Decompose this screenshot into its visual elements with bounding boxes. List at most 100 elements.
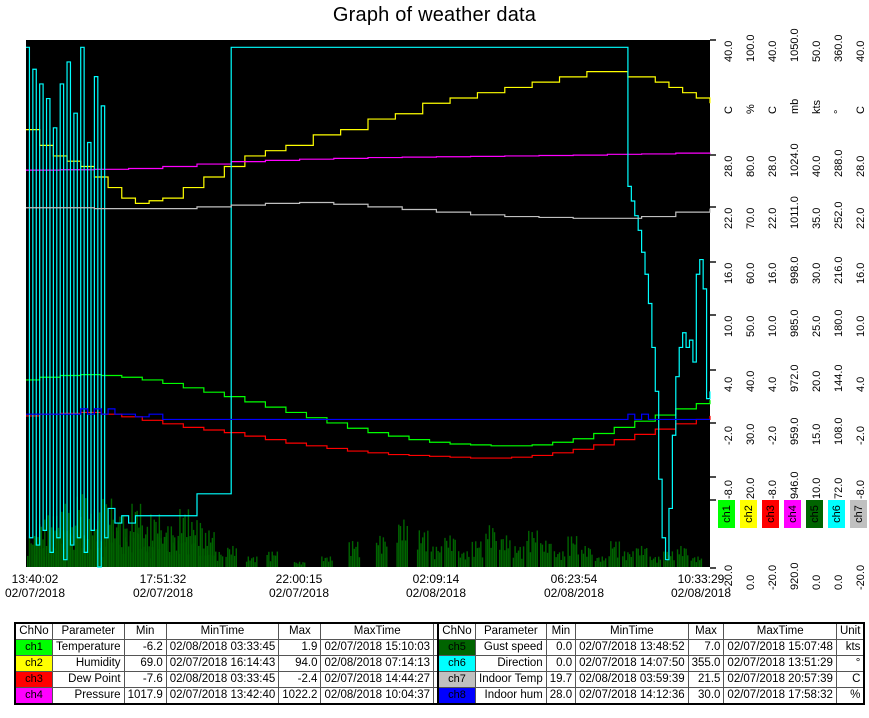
- x-tick: 02:09:14 02/08/2018: [381, 572, 491, 600]
- y-tick-ch5: 50.0: [811, 40, 823, 62]
- table-row[interactable]: ch4 Pressure 1017.9 02/07/2018 13:42:40 1022…: [14, 687, 462, 705]
- y-tick-ch1: 16.0: [723, 262, 735, 284]
- legend-swatch-ch4[interactable]: ch4: [784, 500, 801, 528]
- mintime-cell: 02/08/2018 03:33:45: [165, 671, 280, 688]
- unit-cell: °: [835, 655, 865, 672]
- legend-swatch-ch5[interactable]: ch5: [806, 500, 823, 528]
- x-tick-date: 02/08/2018: [670, 586, 732, 600]
- col-header: Min: [545, 622, 577, 640]
- table-row[interactable]: ch8 Indoor hum 28.0 02/07/2018 14:12:36 30.0…: [437, 687, 865, 705]
- y-unit-ch2: %: [745, 104, 757, 114]
- y-tick-ch2: 60.0: [745, 262, 757, 284]
- y-tick-ch2: 20.0: [745, 477, 757, 499]
- x-tick-time: 22:00:15: [275, 572, 323, 586]
- y-tick-ch3: 40.0: [767, 40, 779, 62]
- y-tick-ch2: 40.0: [745, 370, 757, 392]
- y-tick-ch2: 100.0: [745, 34, 757, 62]
- table-row[interactable]: ch5 Gust speed 0.0 02/07/2018 13:48:52 7.0 02…: [437, 639, 865, 656]
- legend-swatch-ch1[interactable]: ch1: [718, 500, 735, 528]
- y-tick-ch3: 28.0: [767, 155, 779, 177]
- y-tick-ch2: 50.0: [745, 315, 757, 337]
- min-cell: 0.0: [545, 639, 577, 656]
- y-tick-ch6: 108.0: [833, 417, 845, 445]
- x-tick-date: 02/07/2018: [268, 586, 330, 600]
- min-cell: 1017.9: [123, 687, 167, 705]
- min-cell: 28.0: [545, 687, 577, 705]
- series-ch1: [26, 374, 711, 447]
- min-cell: -6.2: [123, 639, 167, 656]
- y-tick-ch2: 30.0: [745, 423, 757, 445]
- chart-plot-area[interactable]: 40.0 28.0 22.0 16.0 10.0 4.0 -2.0 -8.0 -20.0 C 100…: [0, 28, 869, 590]
- maxtime-cell: 02/08/2018 07:14:13: [320, 655, 434, 672]
- x-tick: 13:40:02 02/07/2018: [0, 572, 90, 600]
- max-cell: 1.9: [278, 639, 322, 656]
- parameter-cell: Pressure: [52, 687, 125, 705]
- legend-label: ch4: [786, 505, 799, 523]
- mintime-cell: 02/08/2018 03:59:39: [575, 671, 689, 688]
- y-tick-ch1: 4.0: [723, 376, 735, 392]
- x-tick-date: 02/08/2018: [543, 586, 605, 600]
- table-row[interactable]: ch1 Temperature -6.2 02/08/2018 03:33:45 1.9…: [14, 639, 462, 656]
- parameter-cell: Indoor hum: [475, 687, 547, 705]
- parameter-cell: Direction: [475, 655, 547, 672]
- col-header: Unit: [835, 622, 865, 640]
- x-tick-date: 02/08/2018: [405, 586, 467, 600]
- legend-swatch-ch3[interactable]: ch3: [762, 500, 779, 528]
- y-tick-ch2: 80.0: [745, 155, 757, 177]
- col-header: Min: [123, 622, 167, 640]
- maxtime-cell: 02/07/2018 15:07:48: [723, 639, 837, 656]
- legend-label: ch1: [720, 505, 733, 523]
- table-row[interactable]: ch3 Dew Point -7.6 02/08/2018 03:33:45 -2.4 0…: [14, 671, 462, 688]
- x-tick-time: 06:23:54: [550, 572, 598, 586]
- legend-swatch-ch6[interactable]: ch6: [828, 500, 845, 528]
- y-tick-ch1: -2.0: [723, 426, 735, 445]
- parameter-cell: Gust speed: [475, 639, 547, 656]
- y-tick-ch7: 28.0: [855, 155, 867, 177]
- y-tick-ch5: 15.0: [811, 423, 823, 445]
- max-cell: 1022.2: [278, 687, 322, 705]
- series-ch5: [27, 494, 703, 567]
- y-tick-ch4: 1024.0: [789, 143, 801, 177]
- parameter-cell: Humidity: [52, 655, 125, 672]
- y-tick-ch4: 985.0: [789, 309, 801, 337]
- page-title: Graph of weather data: [332, 4, 537, 26]
- series-ch8: [26, 408, 710, 421]
- table-row[interactable]: ch2 Humidity 69.0 02/07/2018 16:14:43 94.0 02…: [14, 655, 462, 672]
- legend-label: ch6: [830, 505, 843, 523]
- maxtime-cell: 02/07/2018 20:57:39: [723, 671, 837, 688]
- parameter-cell: Indoor Temp: [475, 671, 547, 688]
- series-ch4: [26, 152, 711, 171]
- mintime-cell: 02/07/2018 13:48:52: [575, 639, 689, 656]
- unit-cell: kts: [835, 639, 865, 656]
- legend-swatch-ch2[interactable]: ch2: [740, 500, 757, 528]
- legend-swatch-ch7[interactable]: ch7: [850, 500, 867, 528]
- mintime-cell: 02/07/2018 14:12:36: [575, 687, 689, 705]
- min-cell: -7.6: [123, 671, 167, 688]
- x-tick-time: 10:33:29: [677, 572, 725, 586]
- y-tick-ch5: 25.0: [811, 315, 823, 337]
- y-tick-ch3: -8.0: [767, 480, 779, 499]
- col-header: MinTime: [575, 622, 689, 640]
- max-cell: 355.0: [687, 655, 725, 672]
- x-tick: 10:33:29 02/08/2018: [646, 572, 756, 600]
- mintime-cell: 02/07/2018 16:14:43: [165, 655, 280, 672]
- channel-cell: ch8: [437, 687, 476, 705]
- y-tick-ch3: 4.0: [767, 376, 779, 392]
- y-tick-ch7: -2.0: [855, 426, 867, 445]
- channel-cell: ch6: [437, 655, 476, 672]
- y-tick-ch3: 16.0: [767, 262, 779, 284]
- y-unit-ch3: C: [767, 106, 779, 114]
- max-cell: 7.0: [687, 639, 725, 656]
- legend-label: ch2: [742, 505, 755, 523]
- unit-cell: C: [835, 671, 865, 688]
- channel-cell: ch4: [14, 687, 53, 705]
- x-tick: 17:51:32 02/07/2018: [108, 572, 218, 600]
- y-tick-ch1: 28.0: [723, 155, 735, 177]
- table-row[interactable]: ch6 Direction 0.0 02/07/2018 14:07:50 355.0 0…: [437, 655, 865, 672]
- table-row[interactable]: ch7 Indoor Temp 19.7 02/08/2018 03:59:39 21.…: [437, 671, 865, 688]
- maxtime-cell: 02/07/2018 14:44:27: [320, 671, 434, 688]
- channel-cell: ch2: [14, 655, 53, 672]
